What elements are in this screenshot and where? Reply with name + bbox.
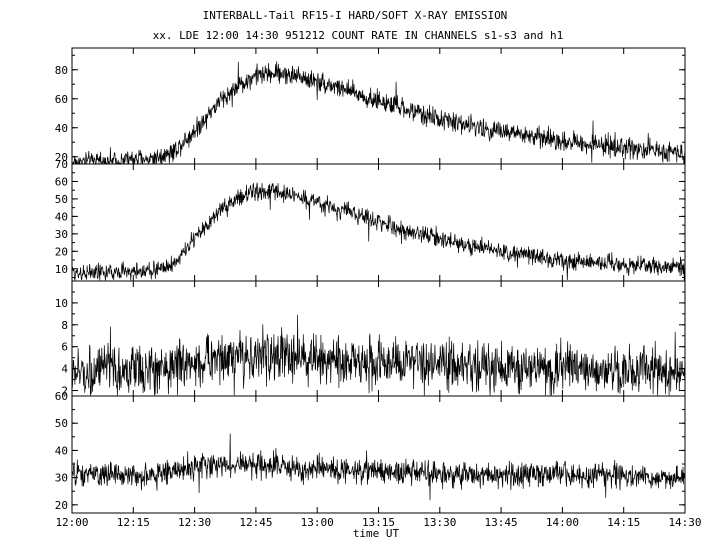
y-tick-label: 50	[55, 193, 68, 206]
y-tick-label: 30	[55, 472, 68, 485]
y-tick-label: 20	[55, 151, 68, 164]
y-tick-label: 40	[55, 444, 68, 457]
panel-3: 2 4 6 8 10	[55, 280, 686, 398]
panel-frame	[71, 280, 686, 397]
x-tick-label: 13:00	[301, 516, 334, 529]
panel-2: 10 20 30 40 50 60 70	[55, 158, 686, 282]
y-tick-label: 40	[55, 210, 68, 223]
y-tick-label: 70	[55, 158, 68, 171]
y-tick-label: 4	[61, 363, 68, 376]
panel-frame	[71, 47, 686, 165]
y-tick-label: 60	[55, 390, 68, 403]
y-tick-label: 10	[55, 263, 68, 276]
y-tick-label: 80	[55, 64, 68, 77]
chart-subtitle: xx. LDE 12:00 14:30 951212 COUNT RATE IN…	[153, 29, 564, 42]
panel-4: 20 30 40 50 60	[55, 390, 686, 514]
x-tick-label: 12:00	[55, 516, 88, 529]
x-axis: 12:00 12:15 12:30 12:45 13:00 13:15 13:30 13:45…	[55, 516, 701, 529]
panel-frame	[71, 395, 686, 514]
y-tick-label: 30	[55, 228, 68, 241]
series-line	[71, 182, 686, 281]
x-tick-label: 13:30	[423, 516, 456, 529]
x-tick-label: 14:30	[668, 516, 701, 529]
y-tick-label: 8	[61, 319, 68, 332]
y-tick-label: 40	[55, 122, 68, 135]
chart-panels: 20 40 60 80 10 20 30 40 50 60 70 2 4 6 8 10 20 30 40 50 60	[55, 47, 686, 514]
x-tick-label: 12:30	[178, 516, 211, 529]
y-tick-label: 6	[61, 341, 68, 354]
x-tick-label: 13:15	[362, 516, 395, 529]
y-tick-label: 60	[55, 93, 68, 106]
series-line	[71, 314, 686, 396]
x-tick-label: 14:00	[546, 516, 579, 529]
y-tick-label: 20	[55, 499, 68, 512]
x-axis-label: time UT	[353, 527, 400, 540]
x-tick-label: 13:45	[485, 516, 518, 529]
y-tick-label: 2	[61, 385, 68, 398]
y-tick-label: 50	[55, 417, 68, 430]
panel-1: 20 40 60 80	[55, 47, 686, 165]
x-tick-label: 12:15	[117, 516, 150, 529]
y-tick-label: 60	[55, 175, 68, 188]
y-tick-label: 20	[55, 245, 68, 258]
chart-title: INTERBALL-Tail RF15-I HARD/SOFT X-RAY EM…	[203, 9, 508, 22]
y-tick-label: 10	[55, 297, 68, 310]
x-tick-label: 14:15	[607, 516, 640, 529]
x-tick-label: 12:45	[239, 516, 272, 529]
series-line	[71, 61, 686, 165]
series-line	[71, 433, 686, 501]
